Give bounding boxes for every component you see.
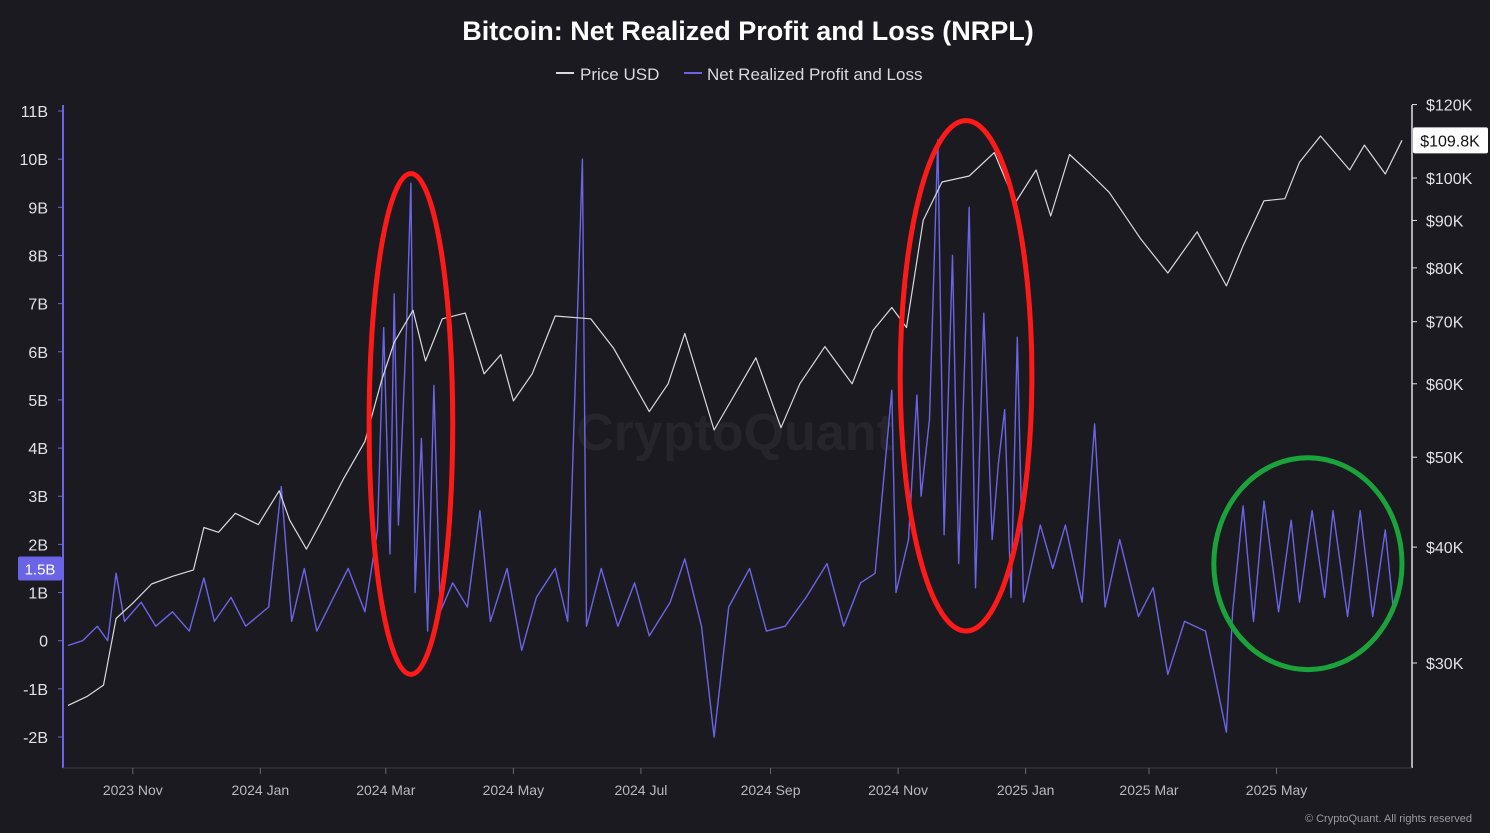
series-line-price bbox=[67, 135, 1403, 706]
x-tick-label-9: 2025 May bbox=[1246, 782, 1307, 798]
legend[interactable]: Price USD Net Realized Profit and Loss bbox=[556, 65, 922, 84]
left-tick-label-1: 10B bbox=[20, 152, 48, 169]
left-current-badge: 1.5B bbox=[18, 556, 62, 581]
right-tick-label-0: $120K bbox=[1426, 98, 1473, 115]
right-tick-label-3: $80K bbox=[1426, 261, 1464, 278]
x-tick-label-0: 2023 Nov bbox=[103, 782, 163, 798]
watermark: CryptoQuant bbox=[576, 404, 894, 462]
right-tick-label-6: $50K bbox=[1426, 450, 1464, 467]
left-axis: 11B 10B 9B 8B 7B 6B 5B 4B 3B 2B 1B 0 -1B -2B bbox=[20, 104, 64, 768]
right-current-badge: $109.8K bbox=[1413, 127, 1488, 154]
legend-nrpl-label[interactable]: Net Realized Profit and Loss bbox=[707, 65, 922, 84]
left-tick-label-8: 3B bbox=[28, 489, 48, 506]
right-axis: $120K $100K $90K $80K $70K $60K $50K $40K $30K bbox=[1411, 98, 1473, 768]
left-tick-label-10: 1B bbox=[28, 586, 48, 603]
left-tick-label-3: 8B bbox=[28, 248, 48, 265]
annotation-ellipse-2 bbox=[1211, 455, 1405, 673]
left-tick-label-7: 4B bbox=[28, 441, 48, 458]
left-tick-label-12: -1B bbox=[23, 682, 48, 699]
x-tick-label-4: 2024 Jul bbox=[614, 782, 667, 798]
right-tick-label-4: $70K bbox=[1426, 315, 1464, 332]
x-tick-label-3: 2024 May bbox=[483, 782, 544, 798]
legend-price-label[interactable]: Price USD bbox=[580, 65, 659, 84]
left-tick-label-4: 7B bbox=[28, 297, 48, 314]
right-tick-label-5: $60K bbox=[1426, 377, 1464, 394]
chart-title: Bitcoin: Net Realized Profit and Loss (N… bbox=[462, 16, 1034, 46]
x-axis: 2023 Nov 2024 Jan 2024 Mar 2024 May 2024 Jul… bbox=[63, 767, 1412, 798]
right-tick-label-7: $40K bbox=[1426, 540, 1464, 557]
left-tick-label-2: 9B bbox=[28, 200, 48, 217]
copyright-credit: © CryptoQuant. All rights reserved bbox=[1305, 813, 1472, 825]
left-current-value: 1.5B bbox=[25, 561, 56, 578]
x-tick-label-6: 2024 Nov bbox=[868, 782, 928, 798]
series-line-nrpl bbox=[67, 139, 1403, 738]
x-tick-label-7: 2025 Jan bbox=[997, 782, 1055, 798]
right-tick-label-2: $90K bbox=[1426, 213, 1464, 230]
left-tick-label-11: 0 bbox=[39, 634, 48, 651]
annotation-ellipse-0 bbox=[366, 171, 456, 677]
series-layer bbox=[67, 135, 1403, 738]
x-tick-label-1: 2024 Jan bbox=[232, 782, 290, 798]
right-current-badge-bg bbox=[1413, 127, 1488, 154]
left-current-badge-bg bbox=[18, 556, 62, 581]
left-tick-label-6: 5B bbox=[28, 393, 48, 410]
x-tick-label-2: 2024 Mar bbox=[356, 782, 415, 798]
annotation-ellipse-1 bbox=[897, 118, 1035, 634]
right-tick-label-8: $30K bbox=[1426, 656, 1464, 673]
left-tick-label-5: 6B bbox=[28, 345, 48, 362]
left-tick-label-13: -2B bbox=[23, 730, 48, 747]
right-current-value: $109.8K bbox=[1420, 133, 1480, 150]
annotation-layer bbox=[366, 118, 1405, 677]
x-tick-label-8: 2025 Mar bbox=[1119, 782, 1178, 798]
left-tick-label-9: 2B bbox=[28, 537, 48, 554]
x-tick-label-5: 2024 Sep bbox=[741, 782, 801, 798]
left-tick-label-0: 11B bbox=[21, 104, 48, 121]
right-tick-label-1: $100K bbox=[1426, 171, 1473, 188]
